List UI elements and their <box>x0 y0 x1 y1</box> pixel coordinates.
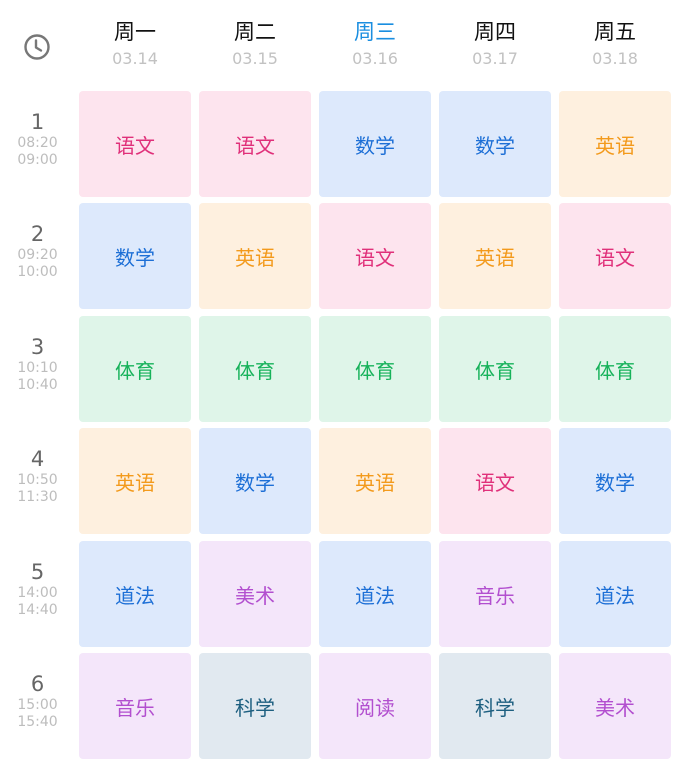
period-start: 08:20 <box>17 135 58 151</box>
course-cell[interactable]: 数学 <box>439 91 551 197</box>
course-cell[interactable]: 美术 <box>559 653 671 759</box>
course-cell[interactable]: 英语 <box>199 203 311 309</box>
course-cell[interactable]: 体育 <box>79 316 191 422</box>
course-cell[interactable]: 语文 <box>79 91 191 197</box>
course-cell[interactable]: 科学 <box>199 653 311 759</box>
course-cell[interactable]: 科学 <box>439 653 551 759</box>
period-end: 09:00 <box>17 152 58 168</box>
course-cell[interactable]: 音乐 <box>439 541 551 647</box>
course-cell[interactable]: 道法 <box>79 541 191 647</box>
course-cell[interactable]: 英语 <box>79 428 191 534</box>
day-header-3: 周三 03.16 <box>319 18 431 71</box>
period-number: 6 <box>30 672 45 696</box>
period-label-5: 5 14:00 14:40 <box>0 559 75 619</box>
period-number: 5 <box>30 560 45 584</box>
course-cell[interactable]: 体育 <box>199 316 311 422</box>
day-name: 周三 <box>354 20 396 44</box>
day-date: 03.15 <box>232 49 278 68</box>
day-date: 03.14 <box>112 49 158 68</box>
course-cell[interactable]: 英语 <box>559 91 671 197</box>
day-date: 03.16 <box>352 49 398 68</box>
day-header-4: 周四 03.17 <box>439 18 551 71</box>
course-cell[interactable]: 数学 <box>79 203 191 309</box>
period-label-1: 1 08:20 09:00 <box>0 109 75 169</box>
period-end: 15:40 <box>17 714 58 730</box>
course-cell[interactable]: 语文 <box>559 203 671 309</box>
day-name: 周五 <box>594 20 636 44</box>
course-cell[interactable]: 体育 <box>439 316 551 422</box>
course-cell[interactable]: 美术 <box>199 541 311 647</box>
course-cell[interactable]: 语文 <box>199 91 311 197</box>
course-cell[interactable]: 体育 <box>319 316 431 422</box>
period-start: 10:50 <box>17 472 58 488</box>
day-date: 03.17 <box>472 49 518 68</box>
period-start: 09:20 <box>17 247 58 263</box>
course-cell[interactable]: 道法 <box>559 541 671 647</box>
course-cell[interactable]: 英语 <box>439 203 551 309</box>
day-name: 周二 <box>234 20 276 44</box>
period-label-6: 6 15:00 15:40 <box>0 671 75 731</box>
course-cell[interactable]: 音乐 <box>79 653 191 759</box>
period-start: 15:00 <box>17 697 58 713</box>
course-cell[interactable]: 语文 <box>439 428 551 534</box>
day-header-1: 周一 03.14 <box>79 18 191 71</box>
day-name: 周四 <box>474 20 516 44</box>
course-cell[interactable]: 阅读 <box>319 653 431 759</box>
period-label-2: 2 09:20 10:00 <box>0 221 75 281</box>
period-number: 2 <box>30 222 45 246</box>
day-header-5: 周五 03.18 <box>559 18 671 71</box>
day-date: 03.18 <box>592 49 638 68</box>
course-cell[interactable]: 数学 <box>319 91 431 197</box>
period-label-4: 4 10:50 11:30 <box>0 446 75 506</box>
course-cell[interactable]: 体育 <box>559 316 671 422</box>
day-header-2: 周二 03.15 <box>199 18 311 71</box>
period-end: 10:40 <box>17 377 58 393</box>
course-cell[interactable]: 语文 <box>319 203 431 309</box>
period-label-3: 3 10:10 10:40 <box>0 334 75 394</box>
course-cell[interactable]: 数学 <box>199 428 311 534</box>
period-start: 10:10 <box>17 360 58 376</box>
period-start: 14:00 <box>17 585 58 601</box>
period-end: 14:40 <box>17 602 58 618</box>
period-number: 1 <box>30 110 45 134</box>
period-end: 10:00 <box>17 264 58 280</box>
course-cell[interactable]: 道法 <box>319 541 431 647</box>
period-number: 4 <box>30 447 45 471</box>
period-number: 3 <box>30 335 45 359</box>
course-cell[interactable]: 英语 <box>319 428 431 534</box>
clock-icon <box>24 34 50 60</box>
course-cell[interactable]: 数学 <box>559 428 671 534</box>
period-end: 11:30 <box>17 489 58 505</box>
day-name: 周一 <box>114 20 156 44</box>
